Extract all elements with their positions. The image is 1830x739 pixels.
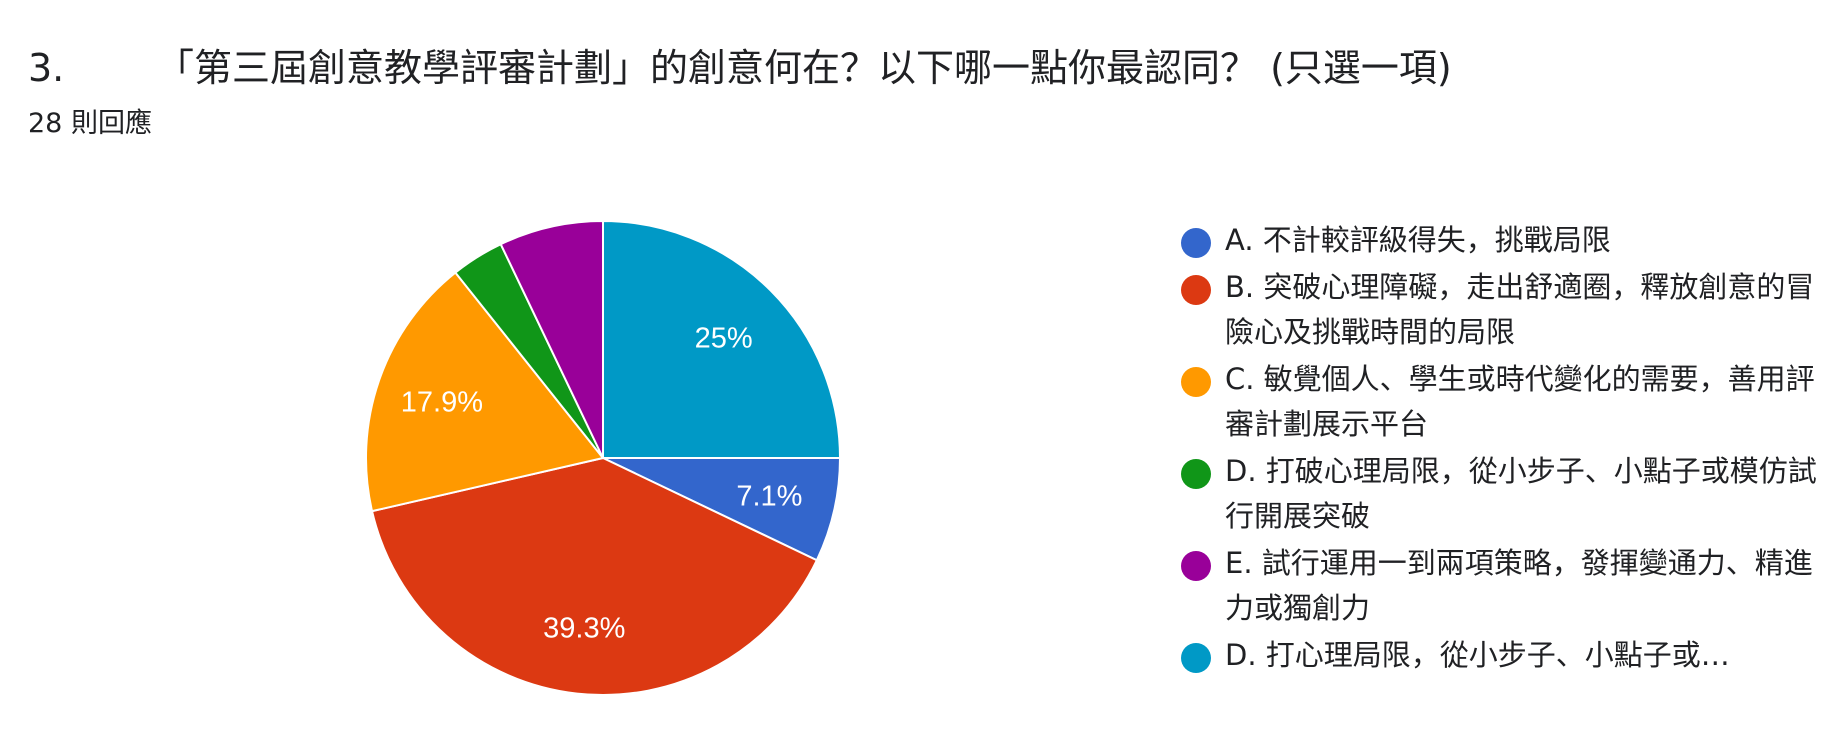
pie-slices <box>365 219 842 696</box>
legend-dot-c <box>1181 367 1211 397</box>
legend-label-d: D. 打破心理局限，從小步子、小點子或模仿試行開展突破 <box>1225 454 1817 533</box>
legend-dot-e <box>1181 551 1211 581</box>
legend-label-b: B. 突破心理障礙，走出舒適圈，釋放創意的冒險心及挑戰時間的局限 <box>1225 270 1815 349</box>
pie-slice-f[interactable] <box>602 219 842 459</box>
legend-dot-d <box>1181 459 1211 489</box>
pie-label-b: 39.3% <box>543 613 625 645</box>
legend-item-a[interactable]: A. 不計較評級得失，挑戰局限 <box>1181 218 1821 263</box>
question-number: 3. <box>28 46 65 90</box>
legend-item-d[interactable]: D. 打破心理局限，從小步子、小點子或模仿試行開展突破 <box>1181 449 1821 539</box>
pie-label-c: 17.9% <box>401 387 483 419</box>
response-count: 28 則回應 <box>28 108 152 139</box>
legend-label-f: D. 打心理局限，從小步子、小點子或… <box>1225 638 1730 672</box>
chart-legend: A. 不計較評級得失，挑戰局限 B. 突破心理障礙，走出舒適圈，釋放創意的冒險心… <box>1181 218 1821 680</box>
legend-item-b[interactable]: B. 突破心理障礙，走出舒適圈，釋放創意的冒險心及挑戰時間的局限 <box>1181 265 1821 355</box>
pie-slice-b[interactable] <box>370 456 819 696</box>
pie-slice-a[interactable] <box>602 457 842 562</box>
question-text: 「第三屆創意教學評審計劃」的創意何在？以下哪一點你最認同？ (只選一項) <box>156 46 1452 90</box>
pie-slice-c[interactable] <box>365 271 605 513</box>
legend-label-a: A. 不計較評級得失，挑戰局限 <box>1225 223 1611 257</box>
legend-label-c: C. 敏覺個人、學生或時代變化的需要，善用評審計劃展示平台 <box>1225 362 1815 441</box>
pie-labels: 25% 7.1% 39.3% 17.9% <box>401 322 803 644</box>
legend-label-e: E. 試行運用一到兩項策略，發揮變通力、精進力或獨創力 <box>1225 546 1813 625</box>
legend-dot-f <box>1181 643 1211 673</box>
legend-dot-b <box>1181 275 1211 305</box>
question-title: 3. 「第三屆創意教學評審計劃」的創意何在？以下哪一點你最認同？ (只選一項) <box>28 40 1452 96</box>
legend-dot-a <box>1181 228 1211 258</box>
legend-item-e[interactable]: E. 試行運用一到兩項策略，發揮變通力、精進力或獨創力 <box>1181 541 1821 631</box>
legend-item-f[interactable]: D. 打心理局限，從小步子、小點子或… <box>1181 633 1821 678</box>
pie-label-f: 25% <box>695 322 753 354</box>
legend-item-c[interactable]: C. 敏覺個人、學生或時代變化的需要，善用評審計劃展示平台 <box>1181 357 1821 447</box>
pie-slice-e[interactable] <box>499 219 604 459</box>
pie-label-a: 7.1% <box>736 481 802 513</box>
